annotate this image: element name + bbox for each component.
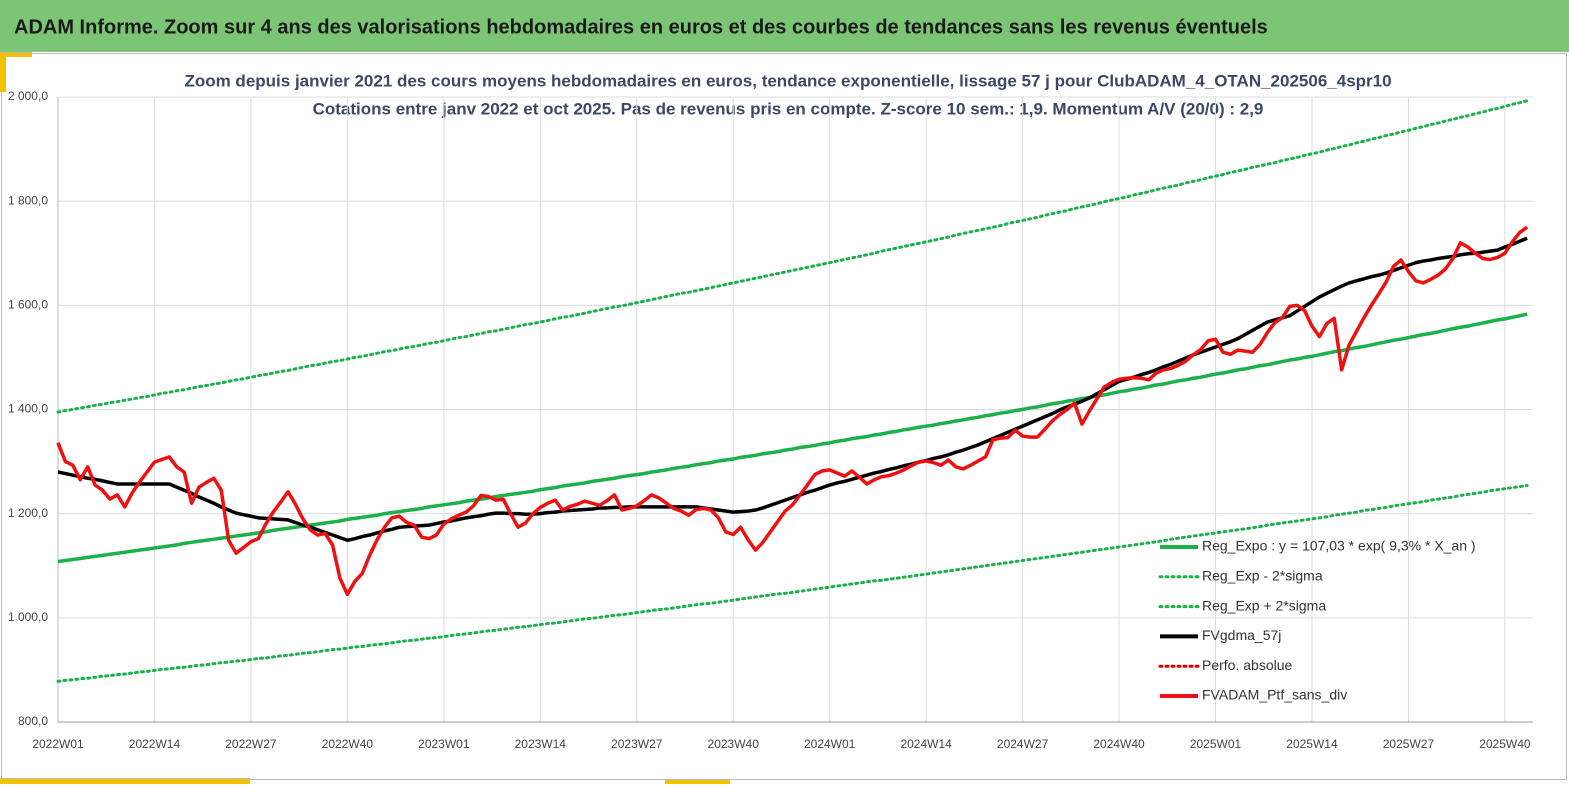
x-tick-label: 2025W40 (1479, 737, 1531, 751)
legend-label: Reg_Expo : y = 107,03 * exp( 9,3% * X_an… (1202, 538, 1476, 554)
x-tick-label: 2023W01 (418, 737, 470, 751)
x-tick-label: 2022W01 (32, 737, 84, 751)
x-tick-label: 2024W14 (900, 737, 952, 751)
frame (1, 53, 1567, 780)
y-tick-label: 1 800,0 (8, 193, 48, 207)
legend-label: Perfo. absolue (1202, 657, 1292, 673)
x-tick-label: 2022W40 (322, 737, 374, 751)
x-tick-label: 2024W27 (997, 737, 1049, 751)
y-tick-label: 1 600,0 (8, 298, 48, 312)
series-line (57, 312, 1528, 564)
x-tick-label: 2025W01 (1190, 737, 1242, 751)
series-line (56, 99, 1529, 414)
series-line (57, 236, 1528, 542)
x-tick-label: 2022W27 (225, 737, 277, 751)
accent (0, 52, 6, 92)
legend-label: FVADAM_Ptf_sans_div (1202, 687, 1347, 703)
series-line (56, 484, 1529, 683)
x-tick-label: 2024W01 (804, 737, 856, 751)
legend-label: Reg_Exp + 2*sigma (1202, 597, 1326, 613)
x-tick-label: 2024W40 (1093, 737, 1145, 751)
x-tick-label: 2023W27 (611, 737, 663, 751)
accent (665, 780, 730, 784)
x-tick-label: 2023W40 (708, 737, 760, 751)
y-tick-label: 1 400,0 (8, 402, 48, 416)
x-tick-label: 2025W27 (1383, 737, 1435, 751)
y-tick-label: 800,0 (18, 714, 48, 728)
y-tick-label: 1 000,0 (8, 610, 48, 624)
accent (0, 778, 250, 784)
legend-label: FVgdma_57j (1202, 627, 1281, 643)
x-tick-label: 2023W14 (515, 737, 567, 751)
x-tick-label: 2025W14 (1286, 737, 1338, 751)
y-tick-label: 2 000,0 (8, 89, 48, 103)
y-tick-label: 1 200,0 (8, 506, 48, 520)
chart-title: Zoom depuis janvier 2021 des cours moyen… (184, 71, 1391, 90)
x-tick-label: 2022W14 (129, 737, 181, 751)
header-bar (0, 0, 1569, 52)
chart-subtitle: Cotations entre janv 2022 et oct 2025. P… (313, 99, 1264, 118)
series-line (56, 225, 1529, 597)
header-title: ADAM Informe. Zoom sur 4 ans des valoris… (14, 16, 1268, 38)
legend-label: Reg_Exp - 2*sigma (1202, 568, 1323, 584)
accent (6, 52, 32, 57)
